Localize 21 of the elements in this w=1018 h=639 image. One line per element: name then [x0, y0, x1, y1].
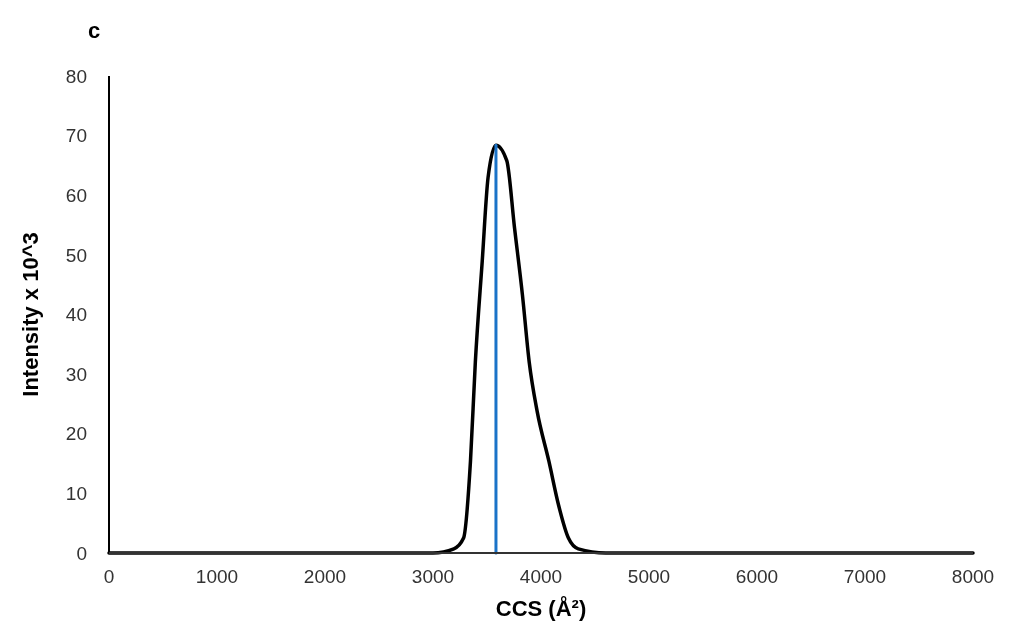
y-axis-title: Intensity x 10^3 — [18, 232, 43, 397]
x-tick-label: 0 — [103, 566, 115, 587]
y-tick-label: 10 — [65, 483, 87, 505]
y-tick-label: 30 — [65, 363, 87, 385]
x-axis-title: CCS (Å²) — [495, 595, 587, 621]
y-tick-label: 70 — [65, 125, 87, 147]
y-tick-label: 50 — [65, 244, 87, 266]
y-tick-label: 20 — [65, 423, 87, 445]
x-tick-label: 7000 — [843, 566, 887, 587]
y-tick-label: 40 — [65, 304, 87, 326]
y-tick-label: 60 — [65, 184, 87, 206]
chart-title: c — [88, 18, 101, 43]
y-tick-label: 80 — [65, 65, 87, 87]
x-tick-label: 2000 — [303, 566, 347, 587]
x-tick-label: 4000 — [519, 566, 563, 587]
x-tick-label: 6000 — [735, 566, 779, 587]
x-tick-label: 5000 — [627, 566, 671, 587]
y-tick-label: 0 — [76, 542, 87, 564]
x-tick-label: 1000 — [195, 566, 239, 587]
x-tick-label: 8000 — [951, 566, 995, 587]
x-tick-label: 3000 — [411, 566, 455, 587]
